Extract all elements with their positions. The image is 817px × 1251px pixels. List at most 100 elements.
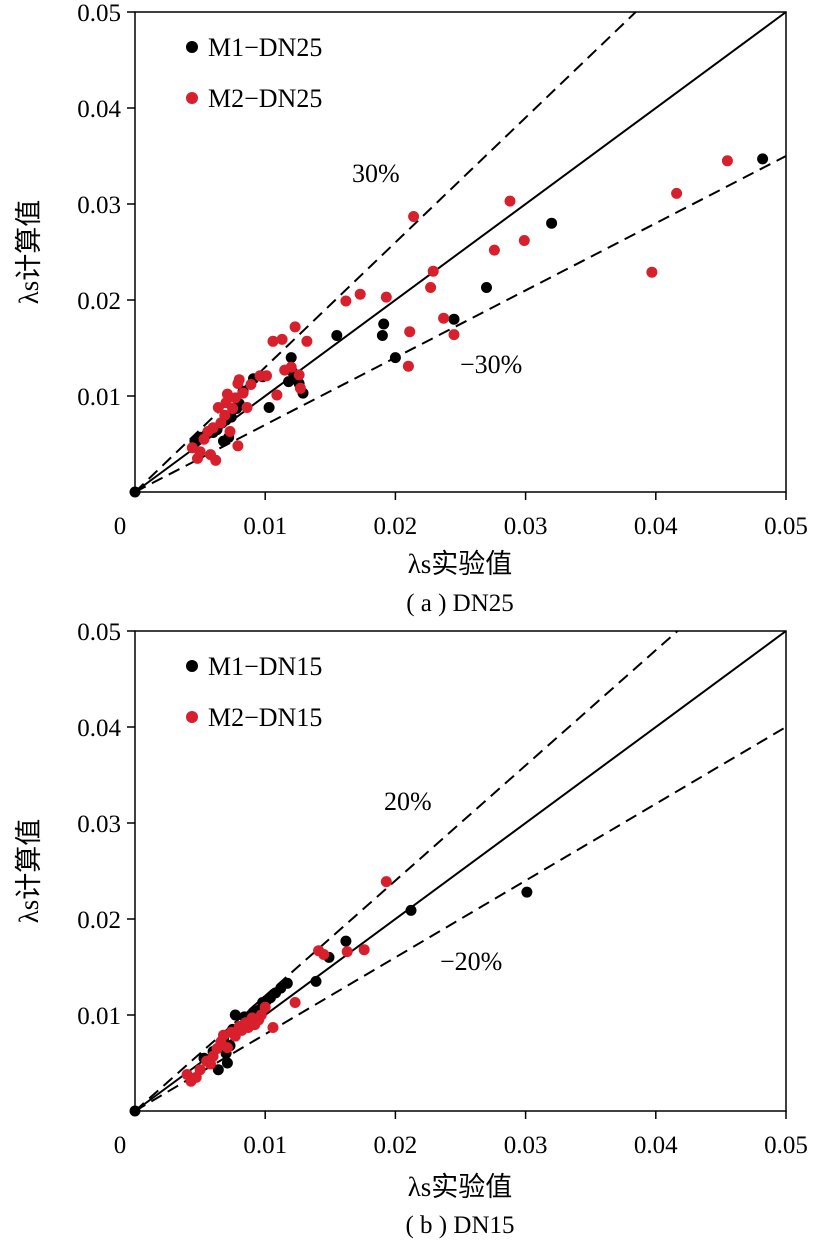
axis-ticks: 0 0.01 0.02 0.03 0.04 0.05 0.01 0.02 0.03 0.04 0.0… [77, 619, 808, 1159]
plot-frame [134, 11, 787, 493]
point-series-1 [448, 313, 460, 325]
point-series-1 [405, 904, 417, 916]
y-tick-label: 0.03 [77, 811, 121, 838]
point-series-2 [402, 360, 414, 372]
chart-caption: ( b ) DN15 [405, 1212, 514, 1239]
x-axis-label: λs实验值 [408, 549, 513, 579]
point-series-2 [221, 1042, 233, 1054]
x-tick-label: 0.05 [764, 1132, 808, 1159]
x-tick-label: 0.03 [504, 1132, 548, 1159]
point-series-1 [285, 352, 297, 364]
anno-upper: 20% [384, 787, 432, 816]
point-series-1 [481, 282, 492, 293]
point-series-1 [281, 977, 293, 989]
point-series-1 [378, 318, 390, 330]
point-series-2 [427, 265, 439, 277]
y-tick-label: 0.04 [77, 96, 121, 123]
legend-label-series-1: M1−DN25 [208, 33, 322, 62]
y-tick-label: 0.05 [77, 619, 121, 646]
x-tick-label: 0.01 [243, 1132, 287, 1159]
point-series-2 [301, 335, 313, 347]
chart-panel-b: 0 0.01 0.02 0.03 0.04 0.05 0.01 0.02 0.03 0.04 0.0… [14, 619, 808, 1239]
point-series-1 [310, 975, 322, 987]
point-series-2 [293, 369, 305, 381]
y-tick-label: 0.03 [77, 192, 121, 219]
point-series-2 [224, 426, 236, 437]
point-series-2 [245, 379, 257, 390]
y-axis-label: λs计算值 [14, 819, 44, 924]
point-series-2 [318, 949, 330, 960]
legend-label-series-2: M2−DN15 [208, 703, 322, 732]
point-series-2 [261, 370, 272, 382]
point-series-1 [221, 1057, 233, 1069]
point-series-2 [380, 291, 392, 303]
x-tick-label: 0 [114, 513, 127, 540]
lower-bound-line [134, 155, 787, 493]
x-tick-label: 0.04 [634, 513, 678, 540]
point-series-1 [340, 935, 352, 947]
point-series-2 [404, 326, 416, 338]
legend-label-series-2: M2−DN25 [208, 84, 322, 113]
point-series-2 [438, 312, 450, 324]
point-series-2 [289, 321, 301, 333]
y-tick-label: 0.05 [77, 0, 121, 27]
x-tick-label: 0.04 [634, 1132, 678, 1159]
identity-line [134, 11, 787, 493]
x-tick-label: 0.03 [504, 513, 548, 540]
x-tick-label: 0.05 [764, 513, 808, 540]
x-tick-label: 0 [114, 1132, 127, 1159]
y-axis-label: λs计算值 [14, 200, 44, 305]
point-series-2 [504, 195, 516, 207]
point-series-2 [194, 1064, 206, 1076]
point-series-2 [276, 333, 288, 345]
point-series-2 [340, 295, 352, 307]
point-series-2 [210, 454, 222, 466]
x-tick-label: 0.02 [374, 1132, 418, 1159]
point-series-2 [354, 288, 366, 300]
y-tick-label: 0.01 [77, 384, 121, 411]
axis-ticks: 0 0.01 0.02 0.03 0.04 0.05 0.01 0.02 0.03 0.04 0.0… [77, 0, 808, 540]
legend: M1−DN25 M2−DN25 [186, 33, 322, 113]
point-series-2 [408, 211, 420, 222]
point-series-2 [518, 235, 530, 246]
data-points [129, 153, 769, 498]
point-series-1 [331, 330, 343, 341]
point-series-1 [389, 352, 401, 364]
y-tick-label: 0.02 [77, 288, 121, 315]
point-series-2 [267, 1022, 279, 1033]
y-tick-label: 0.04 [77, 715, 121, 742]
lower-bound-line [134, 726, 787, 1112]
point-series-1 [129, 486, 141, 498]
anno-upper: 30% [352, 159, 400, 188]
point-series-2 [233, 374, 245, 386]
x-tick-label: 0.01 [243, 513, 287, 540]
y-tick-label: 0.02 [77, 907, 121, 934]
point-series-2 [488, 244, 500, 256]
point-series-1 [757, 153, 769, 165]
point-series-2 [232, 440, 244, 452]
legend-marker-series-2 [186, 92, 198, 104]
anno-lower: −30% [460, 350, 522, 379]
point-series-2 [358, 944, 370, 956]
point-series-2 [285, 361, 297, 373]
chart-panel-a: 0 0.01 0.02 0.03 0.04 0.05 0.01 0.02 0.03 0.04 0.0… [14, 0, 808, 617]
point-series-2 [219, 409, 231, 421]
x-axis-label: λs实验值 [408, 1172, 513, 1202]
point-series-1 [263, 402, 275, 413]
y-tick-label: 0.01 [77, 1003, 121, 1030]
point-series-2 [341, 946, 353, 958]
plot-frame [134, 630, 787, 1112]
point-series-2 [646, 266, 658, 278]
point-series-1 [229, 1009, 241, 1021]
point-series-2 [241, 402, 253, 413]
legend-label-series-1: M1−DN15 [208, 652, 322, 681]
data-points [129, 876, 533, 1117]
anno-lower: −20% [440, 947, 502, 976]
legend-marker-series-1 [186, 41, 198, 53]
point-series-1 [546, 217, 558, 229]
point-series-2 [271, 389, 283, 401]
point-series-2 [227, 403, 239, 414]
point-series-2 [237, 387, 249, 399]
point-series-1 [376, 330, 388, 341]
x-tick-label: 0.02 [374, 513, 418, 540]
